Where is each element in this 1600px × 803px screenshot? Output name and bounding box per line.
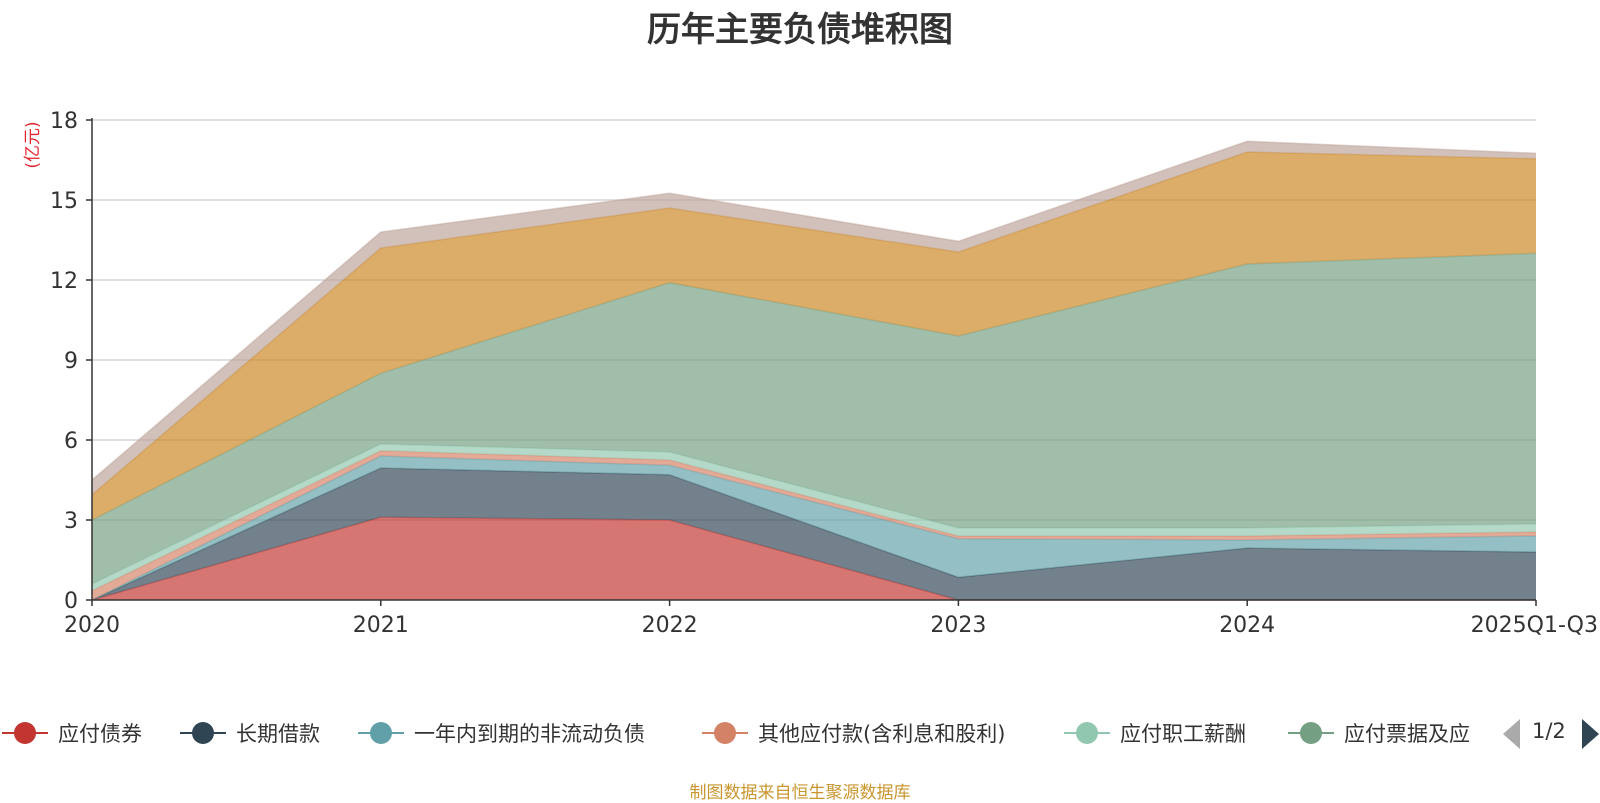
legend-item[interactable]: 长期借款 [178,716,320,750]
area-series-应付票据及应付账款[interactable] [92,253,1536,585]
legend-marker-icon [180,722,226,744]
area-series-series-8[interactable] [92,141,1536,495]
y-tick-label: 6 [64,429,78,454]
legend-next-page-icon[interactable] [1582,719,1599,749]
legend-label: 应付票据及应 [1344,722,1470,746]
legend-label: 一年内到期的非流动负债 [414,722,645,746]
data-source-note: 制图数据来自恒生聚源数据库 [689,783,911,803]
legend-marker-icon [702,722,748,744]
legend-marker-icon [358,722,404,744]
legend-item[interactable]: 应付债券 [0,716,142,750]
legend: 应付债券 长期借款 一年内到期的非流动负债 其他应付款(含利息和股利) 应付职工薪酬 应付… [0,716,1600,756]
chart-title: 历年主要负债堆积图 [647,10,953,50]
legend-page-indicator: 1/2 [1532,719,1566,743]
series-line [91,140,1537,481]
axes: 0 3 6 9 12 15 18 2020 2021 2022 2023 2024 2025Q1-Q3 [50,109,1598,638]
x-tick-label: 2021 [353,613,409,638]
legend-item[interactable]: 应付票据及应 [1286,716,1470,750]
legend-pager: 1/2 [1500,716,1600,750]
area-series-series-7[interactable] [92,152,1536,520]
y-axis-label: (亿元) [23,121,43,168]
legend-marker-icon [1064,722,1110,744]
legend-label: 长期借款 [236,722,320,746]
legend-marker-icon [2,722,48,744]
legend-marker-icon [1288,722,1334,744]
legend-item[interactable]: 一年内到期的非流动负债 [356,716,645,750]
y-tick-label: 15 [50,189,78,214]
legend-label: 应付职工薪酬 [1120,722,1246,746]
area-series-应付债券[interactable] [92,517,1536,600]
x-tick-label: 2023 [930,613,986,638]
legend-item[interactable]: 其他应付款(含利息和股利) [700,716,1005,750]
y-tick-label: 0 [64,589,78,614]
x-tick-label: 2024 [1219,613,1275,638]
legend-item[interactable]: 应付职工薪酬 [1062,716,1246,750]
x-tick-label: 2025Q1-Q3 [1471,613,1598,638]
x-tick-label: 2020 [64,613,120,638]
x-tick-label: 2022 [642,613,698,638]
y-tick-label: 9 [64,349,78,374]
legend-label: 应付债券 [58,722,142,746]
y-tick-label: 12 [50,269,78,294]
area-series-长期借款[interactable] [92,468,1536,600]
area-series [91,140,1537,601]
y-tick-label: 3 [64,509,78,534]
y-tick-label: 18 [50,109,78,134]
legend-label: 其他应付款(含利息和股利) [758,722,1006,746]
legend-prev-page-icon[interactable] [1503,719,1520,749]
